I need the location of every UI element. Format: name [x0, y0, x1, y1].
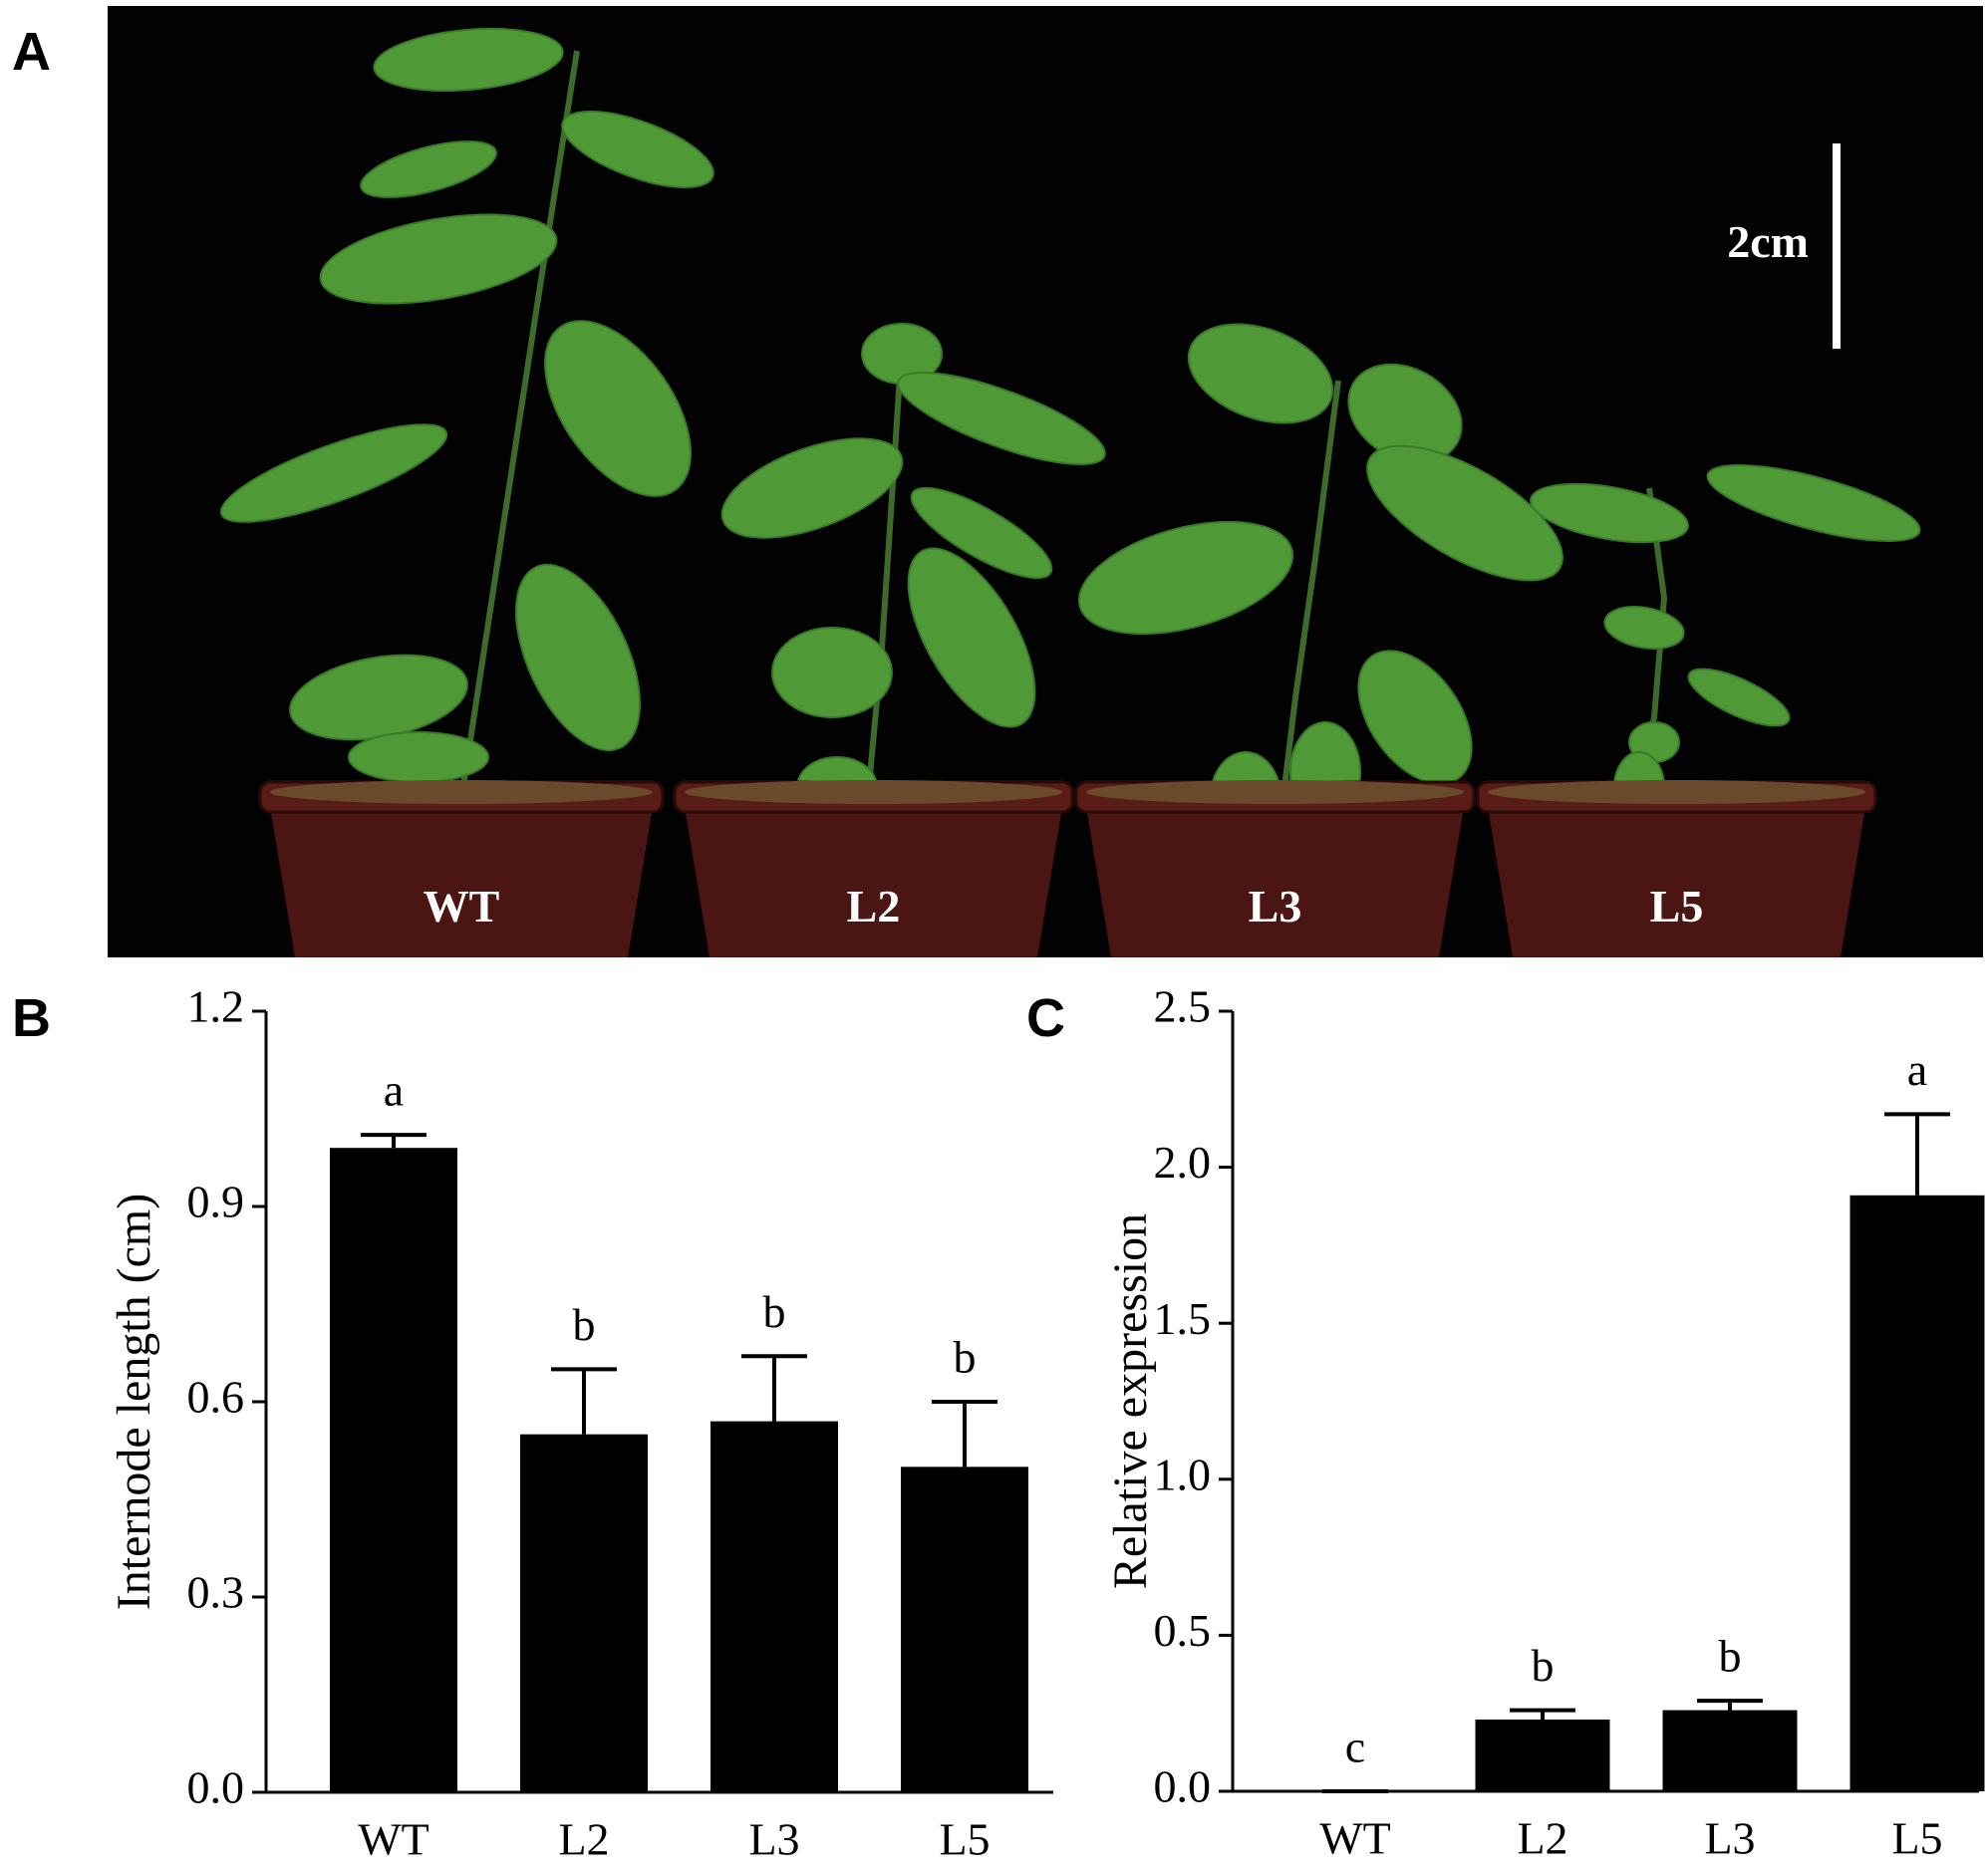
- y-tick-label: 2.5: [1154, 981, 1212, 1032]
- pot-label: WT: [424, 881, 500, 932]
- leaf: [515, 563, 641, 752]
- leaf: [1187, 323, 1334, 424]
- pot-label: L2: [847, 881, 901, 932]
- y-tick-label: 1.2: [187, 981, 245, 1032]
- x-tick-label: L5: [939, 1814, 990, 1865]
- leaf: [1530, 482, 1689, 544]
- significance-letter: b: [1719, 1631, 1742, 1682]
- panel-label: B: [12, 988, 51, 1048]
- error-bar: [1884, 1112, 1950, 1196]
- pot: [270, 807, 653, 957]
- leaf: [544, 320, 692, 497]
- x-tick-label: L2: [558, 1814, 609, 1865]
- y-tick-label: 0.9: [187, 1177, 245, 1227]
- bar: [1849, 1195, 1985, 1791]
- leaf: [360, 140, 497, 198]
- significance-letter: b: [573, 1299, 596, 1350]
- y-tick-label: 1.5: [1154, 1293, 1212, 1344]
- photo: WT L2 L3 L5 2cm: [108, 6, 1983, 957]
- error-bar: [932, 1400, 997, 1468]
- bar: [330, 1148, 457, 1792]
- bar: [1475, 1719, 1610, 1791]
- significance-letter: a: [384, 1065, 404, 1116]
- soil: [685, 780, 1062, 804]
- leaf: [1687, 668, 1791, 727]
- bar: [520, 1434, 648, 1792]
- significance-letter: a: [1907, 1044, 1927, 1095]
- leaf: [1357, 650, 1473, 785]
- leaf: [1706, 464, 1921, 542]
- pot: [1488, 807, 1865, 957]
- y-tick-label: 2.0: [1154, 1137, 1212, 1188]
- leaf: [771, 627, 893, 718]
- y-axis-label: Internode length (cm): [108, 1194, 160, 1611]
- stem: [1278, 380, 1341, 813]
- pot-label: L5: [1650, 881, 1704, 932]
- x-tick-label: L2: [1517, 1813, 1567, 1864]
- stem: [866, 329, 906, 787]
- leaf: [373, 27, 564, 93]
- bar: [901, 1467, 1028, 1792]
- y-tick-label: 0.5: [1154, 1605, 1212, 1656]
- leaf: [720, 437, 904, 539]
- y-tick-label: 0.3: [187, 1567, 245, 1618]
- leaf: [1603, 606, 1685, 650]
- error-bar: [1510, 1708, 1575, 1720]
- y-tick-label: 0.0: [187, 1762, 245, 1813]
- bar: [1662, 1710, 1798, 1791]
- pot-label: L3: [1249, 881, 1302, 932]
- leaf: [348, 731, 489, 783]
- bar: [710, 1421, 838, 1792]
- y-tick-label: 1.0: [1154, 1449, 1212, 1499]
- leaf: [319, 213, 558, 305]
- error-bar: [361, 1133, 426, 1149]
- stem: [460, 50, 580, 787]
- y-axis-label: Relative expression: [1104, 1213, 1157, 1589]
- leaf: [897, 372, 1106, 465]
- significance-letter: c: [1345, 1722, 1365, 1772]
- panel-label: A: [12, 22, 51, 82]
- leaf: [1077, 520, 1294, 636]
- error-bar: [1697, 1699, 1763, 1711]
- x-tick-label: WT: [358, 1814, 429, 1865]
- error-bar: [551, 1367, 617, 1435]
- y-tick-label: 0.0: [1154, 1761, 1212, 1812]
- panel-label: C: [1026, 988, 1065, 1048]
- leaf: [219, 423, 448, 523]
- x-tick-label: L5: [1891, 1813, 1942, 1864]
- significance-letter: b: [954, 1332, 977, 1383]
- soil: [1086, 780, 1464, 804]
- leaf: [561, 111, 714, 188]
- error-bar: [741, 1354, 807, 1422]
- leaf: [910, 486, 1053, 580]
- pot: [1086, 807, 1464, 957]
- x-tick-label: WT: [1319, 1813, 1391, 1864]
- y-tick-label: 0.6: [187, 1372, 245, 1423]
- x-tick-label: L3: [748, 1814, 799, 1865]
- pot: [685, 807, 1062, 957]
- x-tick-label: L3: [1704, 1813, 1755, 1864]
- leaf: [907, 547, 1036, 728]
- scale-bar-label: 2cm: [1727, 216, 1809, 267]
- significance-letter: b: [1532, 1640, 1555, 1691]
- leaf: [1366, 444, 1563, 582]
- soil: [1488, 780, 1865, 804]
- significance-letter: b: [763, 1286, 786, 1337]
- soil: [270, 780, 653, 804]
